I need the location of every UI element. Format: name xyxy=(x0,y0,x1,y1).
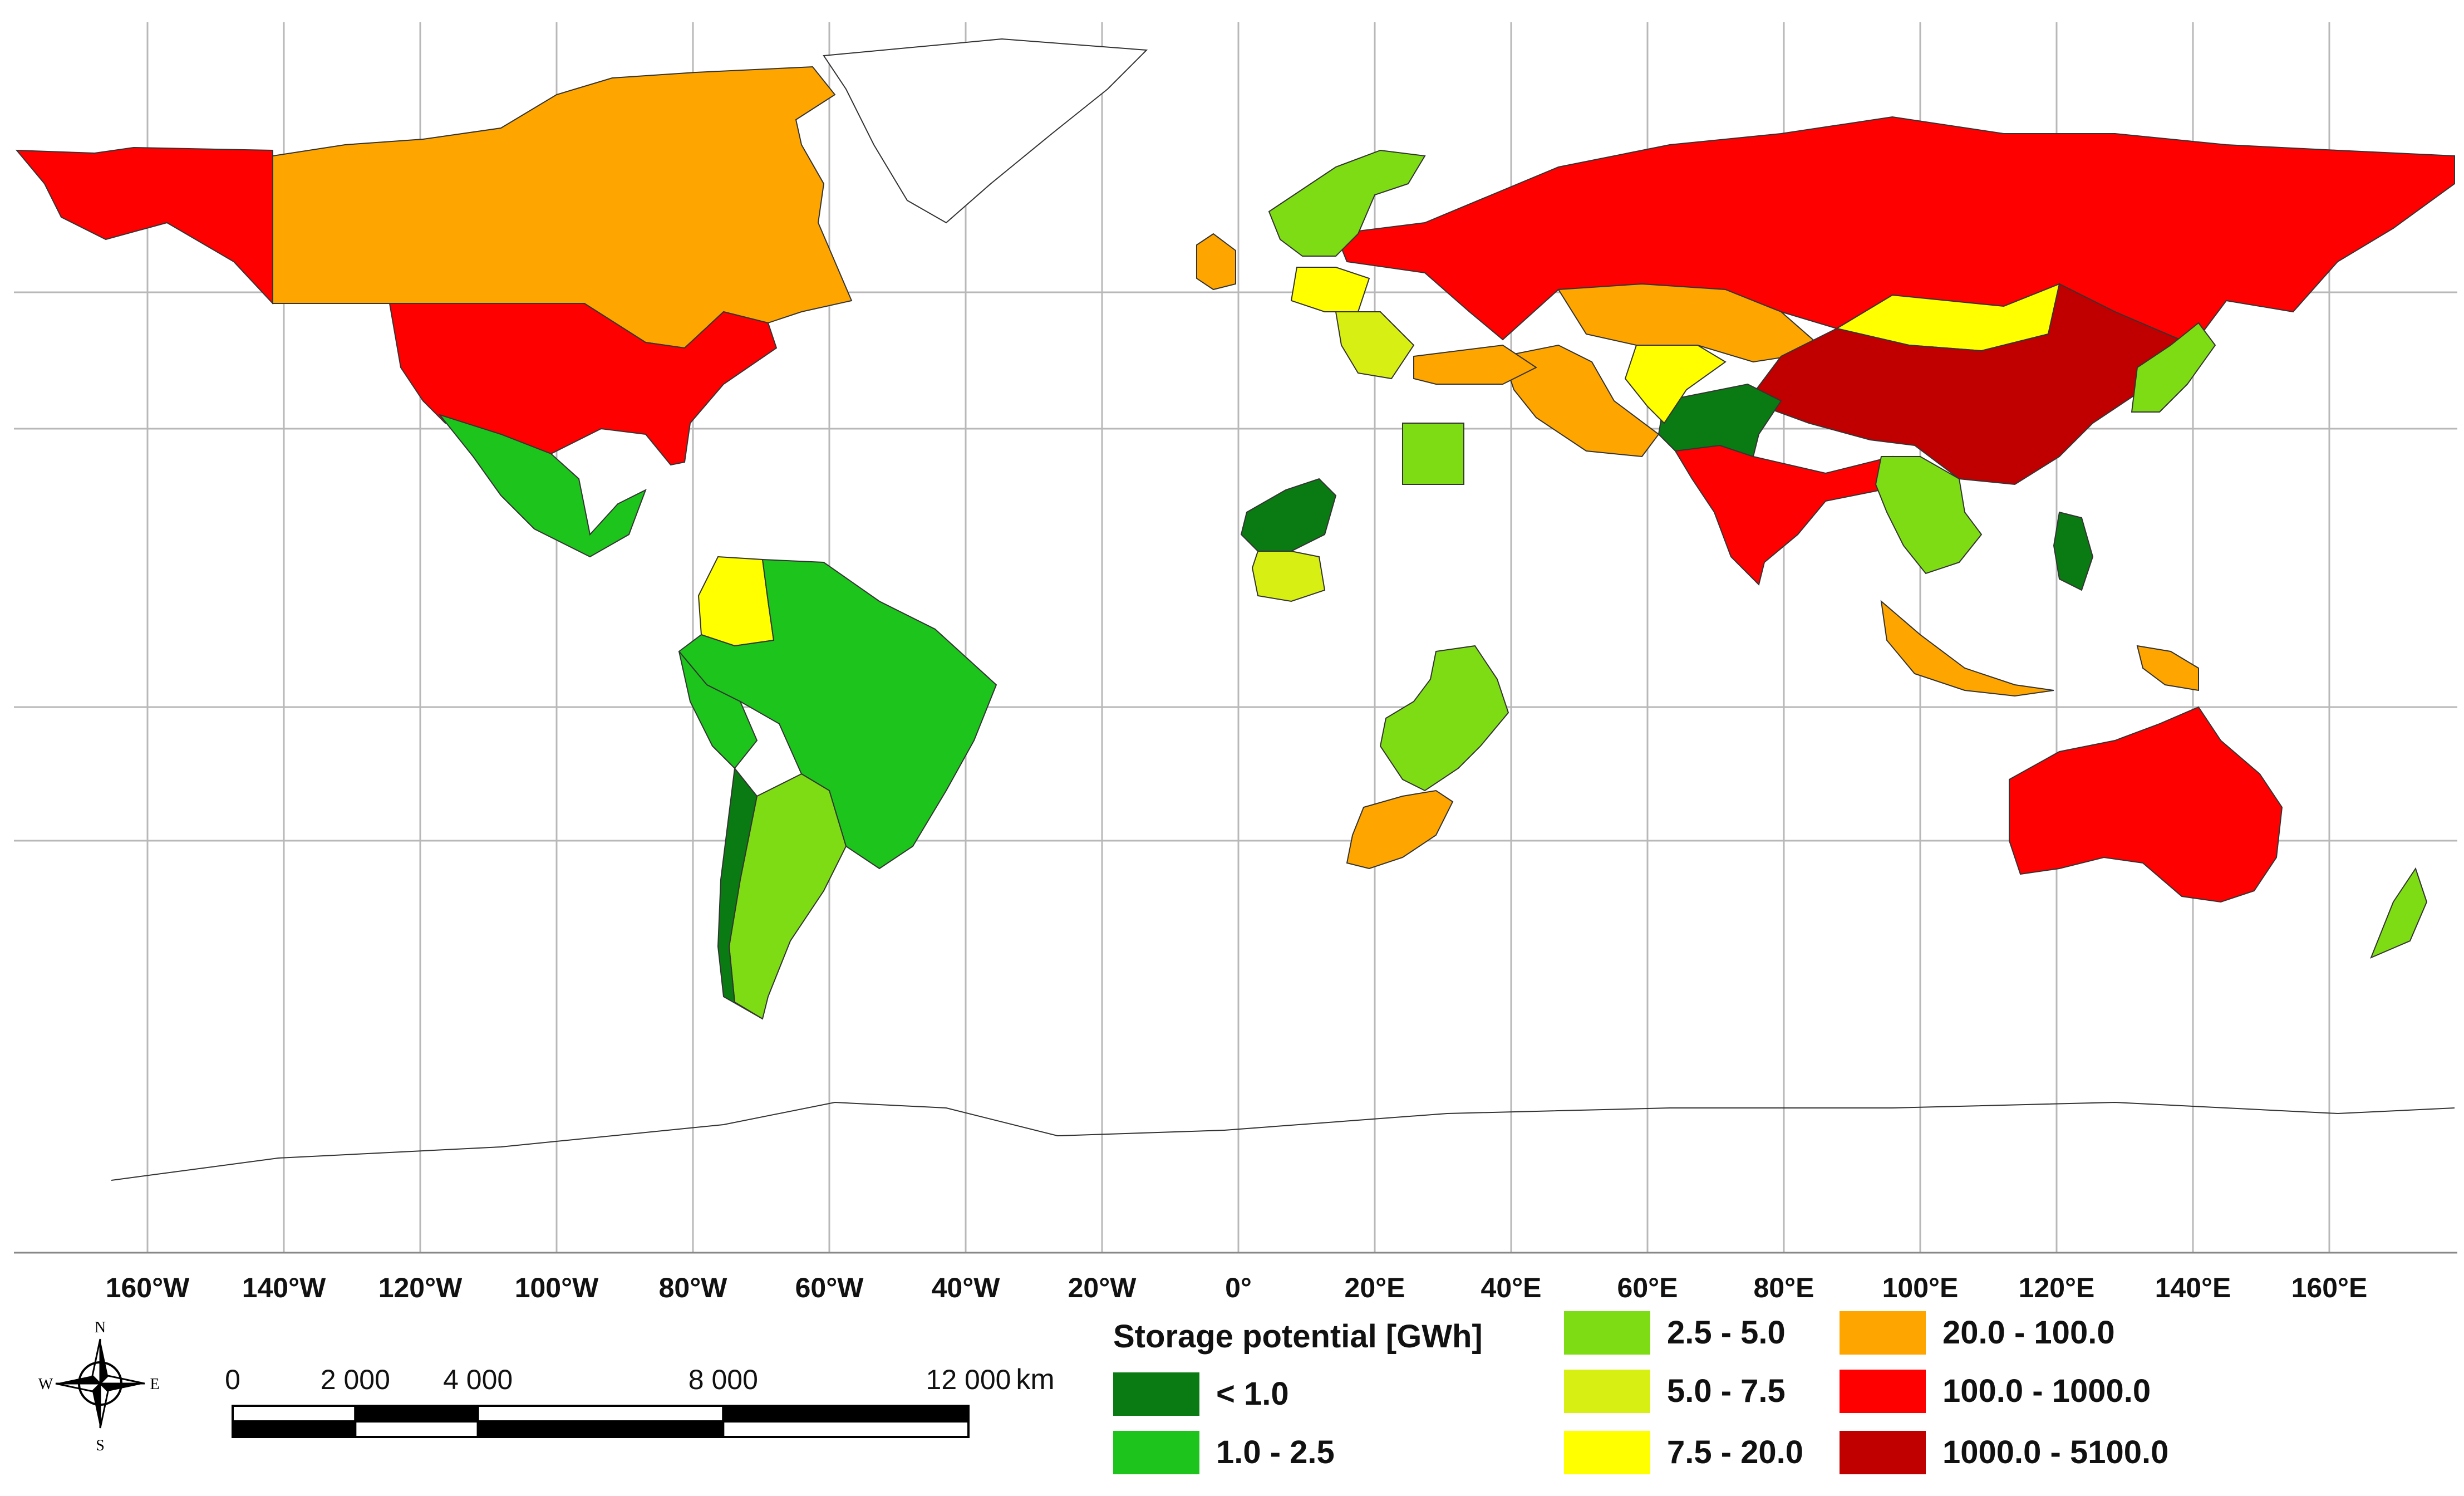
region-new-zealand xyxy=(2370,867,2428,959)
legend-label: 100.0 - 1000.0 xyxy=(1942,1373,2151,1409)
legend-label: 1.0 - 2.5 xyxy=(1216,1434,1335,1470)
region-ukraine xyxy=(1290,267,1370,312)
compass-north-arrow-light xyxy=(91,1338,101,1386)
legend-swatch xyxy=(1113,1372,1199,1416)
region-greenland xyxy=(823,38,1148,224)
region-iran xyxy=(1502,344,1660,458)
lon-tick-label: 40°E xyxy=(1481,1272,1542,1303)
legend-label: < 1.0 xyxy=(1216,1376,1289,1412)
lon-tick-label: 0° xyxy=(1225,1272,1252,1303)
region-turkey xyxy=(1413,344,1537,385)
lon-tick-label: 140°W xyxy=(242,1272,326,1303)
lon-tick-label: 20°W xyxy=(1068,1272,1137,1303)
legend-swatch xyxy=(1840,1311,1926,1355)
scale-label: 4 000 xyxy=(443,1364,513,1395)
scale-segment-bottom xyxy=(354,1420,479,1438)
compass-ring xyxy=(78,1361,122,1406)
region-balkans xyxy=(1335,311,1415,380)
region-nigeria xyxy=(1251,551,1326,602)
region-pakistan xyxy=(1658,383,1782,458)
compass-n-label: N xyxy=(95,1319,106,1336)
lon-tick-label: 60°E xyxy=(1617,1272,1678,1303)
scale-segment-bottom xyxy=(722,1420,970,1438)
compass-s-label: S xyxy=(96,1437,105,1454)
lon-tick-label: 120°W xyxy=(378,1272,463,1303)
legend: Storage potential [GWh] < 1.0 1.0 - 2.5 2.5… xyxy=(1113,1311,2168,1474)
region-philippines xyxy=(2053,511,2094,591)
legend-swatch xyxy=(1564,1311,1650,1355)
scale-segment-bottom xyxy=(232,1420,357,1438)
lon-tick-label: 160°W xyxy=(106,1272,190,1303)
region-japan xyxy=(2131,322,2216,413)
compass-south-arrow xyxy=(92,1384,100,1428)
compass-e-label: E xyxy=(150,1376,159,1393)
legend-label: 5.0 - 7.5 xyxy=(1667,1373,1786,1409)
lon-tick-label: 60°W xyxy=(795,1272,864,1303)
compass-rose: N S E W xyxy=(38,1319,160,1454)
scale-label: 12 000 xyxy=(926,1364,1011,1395)
region-chile xyxy=(717,767,763,1019)
region-southern-africa xyxy=(1379,645,1509,792)
legend-swatch xyxy=(1840,1370,1926,1413)
lon-tick-label: 80°E xyxy=(1754,1272,1814,1303)
region-peru xyxy=(678,651,758,769)
lon-tick-label: 100°E xyxy=(1882,1272,1959,1303)
legend-swatch xyxy=(1113,1431,1199,1474)
scale-unit: km xyxy=(1016,1363,1054,1396)
compass-east-arrow-light xyxy=(98,1375,145,1385)
region-afghanistan xyxy=(1624,345,1727,424)
lon-tick-label: 100°W xyxy=(515,1272,599,1303)
compass-south-arrow-light xyxy=(99,1381,109,1429)
region-uk xyxy=(1196,233,1236,291)
legend-label: 1000.0 - 5100.0 xyxy=(1942,1434,2168,1470)
lon-tick-label: 20°E xyxy=(1345,1272,1405,1303)
longitude-labels: 160°W 140°W 120°W 100°W 80°W 60°W 40°W 20°W 0° 20… xyxy=(106,1272,2368,1303)
region-indonesia xyxy=(1880,600,2054,697)
region-antarctica xyxy=(111,1101,2455,1181)
compass-west-arrow-light xyxy=(55,1382,102,1392)
legend-label: 2.5 - 5.0 xyxy=(1667,1314,1786,1351)
lon-tick-label: 120°E xyxy=(2019,1272,2095,1303)
legend-title: Storage potential [GWh] xyxy=(1113,1318,1483,1355)
scale-label: 2 000 xyxy=(321,1364,390,1395)
lon-tick-label: 40°W xyxy=(932,1272,1001,1303)
legend-label: 7.5 - 20.0 xyxy=(1667,1434,1803,1470)
lon-tick-label: 140°E xyxy=(2155,1272,2231,1303)
region-australia xyxy=(2009,706,2283,903)
scale-segment-top xyxy=(722,1405,970,1423)
scale-label: 0 xyxy=(225,1364,240,1395)
legend-swatch xyxy=(1840,1431,1926,1474)
scale-segment-top xyxy=(354,1405,479,1423)
region-india xyxy=(1674,444,1894,586)
region-scandinavia xyxy=(1268,149,1426,257)
legend-label: 20.0 - 100.0 xyxy=(1942,1314,2115,1351)
scale-segment-top xyxy=(232,1405,357,1423)
region-alaska xyxy=(15,146,273,305)
compass-west-arrow xyxy=(56,1376,100,1384)
region-new-guinea xyxy=(2136,645,2199,691)
lon-tick-label: 80°W xyxy=(659,1272,728,1303)
scale-label: 8 000 xyxy=(688,1364,758,1395)
region-mexico xyxy=(438,414,647,558)
scale-segment-top xyxy=(476,1405,725,1423)
region-egypt xyxy=(1402,423,1464,485)
legend-swatch xyxy=(1564,1370,1650,1413)
country-regions xyxy=(15,38,2455,1181)
lon-tick-label: 160°E xyxy=(2291,1272,2368,1303)
scale-bar: 0 2 000 4 000 8 000 12 000 km xyxy=(225,1363,1055,1438)
region-usa xyxy=(388,303,778,466)
region-south-africa xyxy=(1346,789,1454,870)
compass-east-arrow xyxy=(100,1384,145,1391)
scale-segment-bottom xyxy=(476,1420,725,1438)
compass-north-arrow xyxy=(100,1339,108,1384)
compass-w-label: W xyxy=(38,1376,53,1393)
legend-swatch xyxy=(1564,1431,1650,1474)
region-niger xyxy=(1240,478,1337,552)
region-china xyxy=(1747,283,2194,485)
region-southeast-asia xyxy=(1875,456,1983,575)
